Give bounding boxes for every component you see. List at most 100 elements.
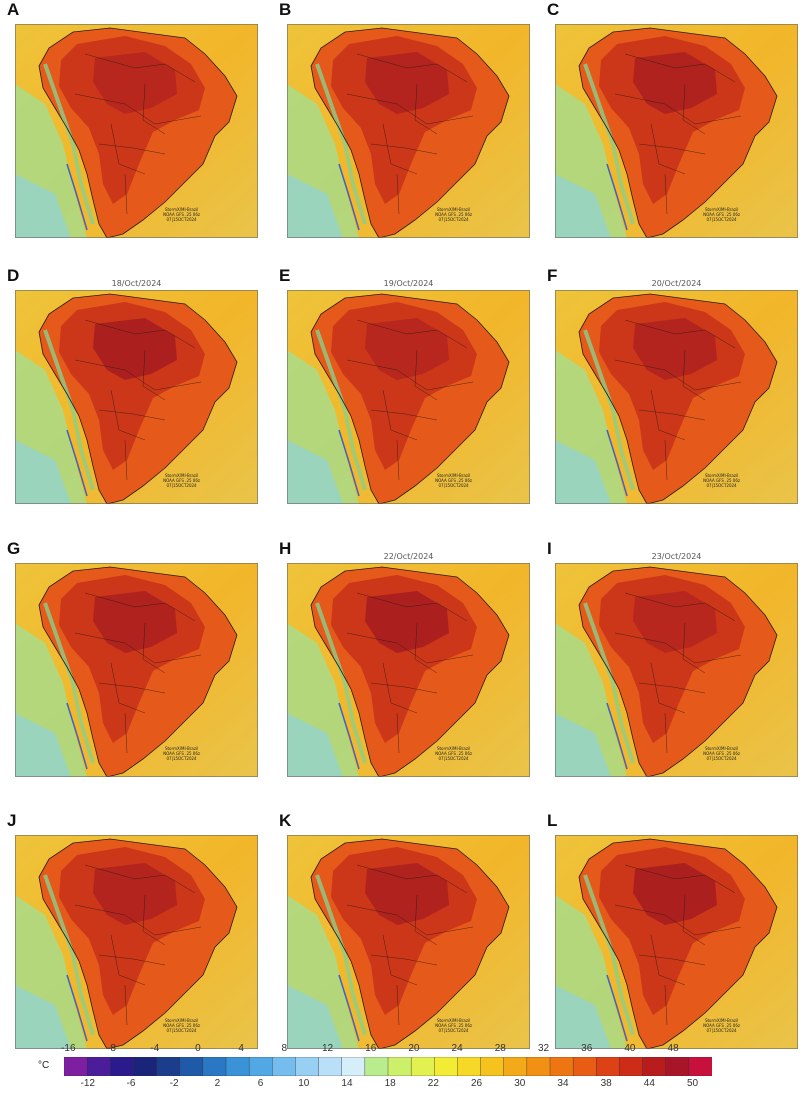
hottest-core <box>93 591 177 653</box>
country-border <box>370 954 438 966</box>
andes-snow <box>66 429 88 497</box>
credit-line: 07|15OCT2024 <box>438 217 469 222</box>
hottest-core <box>93 52 177 114</box>
colorbar-swatch <box>526 1057 551 1076</box>
hottest-core <box>93 318 177 380</box>
credit-line: StormX/MI-Brazil <box>704 473 739 478</box>
map-frame <box>15 835 258 1049</box>
colorbar-swatch <box>156 1057 181 1076</box>
map-panel-a: A StormX/MI-Brazil NOAA GFS .25 06z 07|15OC… <box>7 0 258 238</box>
credit-line: NOAA GFS .25 06z <box>163 751 200 756</box>
panel-date: 19/Oct/2024 <box>383 279 434 288</box>
coastal-cold-zone <box>555 440 611 504</box>
country-border <box>682 349 706 401</box>
country-border <box>98 143 166 155</box>
continent-outline <box>310 838 510 1049</box>
country-border <box>382 934 418 986</box>
colorbar-bottom-tick: 30 <box>514 1078 526 1089</box>
country-border <box>396 439 400 481</box>
country-border <box>84 53 196 83</box>
model-credit: StormX/MI-Brazil NOAA GFS .25 06z 07|15OCT… <box>703 746 740 761</box>
country-border <box>396 984 400 1026</box>
colorbar-unit: °C <box>38 1060 50 1071</box>
credit-line: StormX/MI-Brazil <box>704 746 739 751</box>
map-panel-c: C StormX/MI-Brazil NOAA GFS .25 06z 07|15OC… <box>547 0 798 238</box>
country-border <box>110 662 146 714</box>
country-border <box>110 123 146 175</box>
andes-snow <box>338 163 360 231</box>
country-border <box>614 632 742 664</box>
colorbar-swatch <box>272 1057 296 1076</box>
andes-snow <box>606 974 628 1042</box>
map-panel-k: K StormX/MI-Brazil NOAA GFS .25 06z 07|15OC… <box>279 811 530 1049</box>
colorbar-bottom-tick: 14 <box>341 1078 353 1089</box>
colorbar-top-tick: 32 <box>537 1043 550 1054</box>
credit-line: StormX/MI-Brazil <box>164 1018 199 1023</box>
panel-letter: C <box>547 0 560 19</box>
colorbar-swatch <box>318 1057 343 1076</box>
map-panel-f: F 20/Oct/2024 StormX/MI-Brazil NOAA GFS .25… <box>547 266 798 504</box>
credit-line: StormX/MI-Brazil <box>164 746 199 751</box>
country-border <box>382 123 418 175</box>
andes-snow <box>338 974 360 1042</box>
country-border <box>396 173 400 215</box>
panel-letter: J <box>7 811 17 830</box>
continent-outline <box>38 566 238 777</box>
colorbar-top-tick: 28 <box>494 1043 506 1054</box>
colorbar-swatch <box>642 1057 667 1076</box>
country-border <box>414 83 438 135</box>
country-border <box>346 93 474 125</box>
coastal-cold-zone <box>15 440 71 504</box>
panel-letter: L <box>547 811 558 830</box>
country-border <box>356 319 468 349</box>
andes-ridge <box>43 874 95 1036</box>
andes-ridge <box>43 63 95 225</box>
panel-letter: B <box>279 0 292 19</box>
map-panel-e: E 19/Oct/2024 StormX/MI-Brazil NOAA GFS .25… <box>279 266 530 504</box>
country-border <box>664 712 668 754</box>
colorbar-top-tick: -16 <box>61 1043 76 1054</box>
hottest-core <box>365 318 449 380</box>
country-border <box>370 409 438 421</box>
country-border <box>382 389 418 441</box>
andes-ridge <box>315 602 367 764</box>
colorbar-swatch <box>619 1057 644 1076</box>
colorbar-swatch <box>596 1057 620 1076</box>
coastal-cold-zone <box>287 985 343 1049</box>
colorbar-bottom-tick: 38 <box>600 1078 612 1089</box>
coastal-cold-zone <box>555 713 611 777</box>
country-border <box>142 349 166 401</box>
model-credit: StormX/MI-Brazil NOAA GFS .25 06z 07|15OCT… <box>703 207 740 222</box>
credit-line: NOAA GFS .25 06z <box>703 1023 740 1028</box>
map-frame <box>555 290 798 504</box>
colorbar-bottom-tick: 10 <box>298 1078 310 1089</box>
country-border <box>74 359 202 391</box>
coastal-cold-zone <box>555 985 611 1049</box>
panel-letter: I <box>547 539 552 558</box>
credit-line: 07|15OCT2024 <box>706 217 737 222</box>
map-frame <box>15 24 258 238</box>
colorbar-swatch <box>86 1057 111 1076</box>
country-border <box>614 904 742 936</box>
model-credit: StormX/MI-Brazil NOAA GFS .25 06z 07|15OCT… <box>163 746 200 761</box>
temperature-map <box>15 563 258 777</box>
coastal-cold-zone <box>15 713 71 777</box>
country-border <box>664 439 668 481</box>
country-border <box>74 632 202 664</box>
colorbar-bottom-tick: 18 <box>384 1078 396 1089</box>
colorbar-swatch <box>341 1057 366 1076</box>
panel-date: 22/Oct/2024 <box>383 552 434 561</box>
colorbar-swatch <box>202 1057 227 1076</box>
model-credit: StormX/MI-Brazil NOAA GFS .25 06z 07|15OCT… <box>435 207 472 222</box>
credit-line: StormX/MI-Brazil <box>436 746 471 751</box>
colorbar-top-tick: -8 <box>107 1043 116 1054</box>
continent-outline <box>310 27 510 238</box>
map-panel-i: I 23/Oct/2024 StormX/MI-Brazil NOAA GFS .25… <box>547 539 798 777</box>
map-frame <box>287 24 530 238</box>
country-border <box>614 93 742 125</box>
andes-snow <box>606 163 628 231</box>
continent-outline <box>578 566 778 777</box>
credit-line: 07|15OCT2024 <box>438 756 469 761</box>
country-border <box>382 662 418 714</box>
andes-ridge <box>583 329 635 491</box>
